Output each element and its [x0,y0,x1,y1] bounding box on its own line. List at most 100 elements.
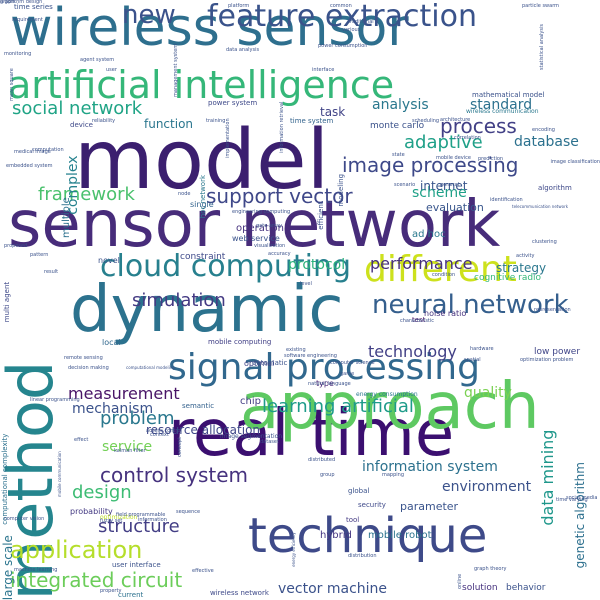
word-hardware: hardware [470,346,494,352]
word-social-media: social media [566,495,598,501]
word-dynamic: dynamic [70,273,344,347]
word-particle-swarm: particle swarm [522,3,560,9]
word-computational-complexity: computational complexity [1,433,9,525]
word-encoding: encoding [532,127,555,133]
word-multiple: multiple [61,197,72,238]
word-computer-science: computer science [330,360,375,366]
word-information-retrieval: information retrieval [279,101,285,153]
word-training: training [206,118,226,124]
word-wireless-communication: wireless communication [466,108,539,115]
word-analysis: analysis [372,97,429,113]
word-efficient: efficient [317,201,325,230]
word-different: different [364,249,517,290]
word-cognitive-radio: cognitive radio [474,273,542,283]
word-reliability: reliability [92,118,116,124]
word-image-classification: image classification [550,159,600,165]
word-model: model [74,113,330,208]
word-test: test [412,316,426,324]
word-noise-ratio: noise ratio [424,309,467,318]
word-scheme: scheme [412,185,467,201]
word-wireless-network: wireless network [210,589,269,597]
word-information-system: information system [362,459,498,475]
word-internet: internet [420,179,468,193]
word-mathematical-model: mathematical model [472,91,545,99]
word-energy-consumption: energy consumption [356,391,418,398]
word-pattern: pattern [30,252,49,258]
word-result: result [44,269,59,275]
word-tool: tool [346,516,360,524]
word-condition: condition [432,272,456,278]
word-technique: technique [248,508,488,564]
word-effective: effective [192,568,214,574]
word-common: common [330,3,352,9]
word-platform: platform [228,3,250,9]
word-wireless-sensor: wireless sensor [10,0,409,58]
word-automatic: automatic [252,359,288,367]
word-engineering-computing: engineering computing [232,209,291,215]
word-service: service [102,439,153,455]
word-accuracy: accuracy [268,251,291,257]
word-implementation: implementation [225,118,231,158]
word-distribution: distribution [348,553,377,559]
word-linear-programming: linear programming [30,397,80,403]
word-existing: existing [286,347,306,353]
word-evaluation: evaluation [426,201,484,214]
word-telecommunication-network: telecommunication network [512,204,569,209]
word-correlation: correlation [454,135,481,141]
word-activity: activity [516,253,535,259]
word-web-service: web service [232,234,280,243]
word-mobile-device: mobile device [436,155,471,161]
word-user-interface: user interface [112,561,161,569]
word-performance: performance [370,254,473,273]
word-control-system: control system [100,463,248,487]
word-constraint: constraint [180,252,226,262]
word-design: design [72,482,132,503]
word-computer-vision: computer vision [4,516,45,522]
word-scheduling: scheduling [412,118,440,124]
word-technology: technology [368,342,457,361]
word-energy-efficiency: energy efficiency [291,532,296,567]
word-clustering: clustering [532,239,557,245]
word-feature-extraction: feature extraction [207,0,477,34]
word-field-programmable: field programmable [116,512,166,518]
word-support-vector: support vector [206,184,353,208]
word-image-processing: image processing [342,153,519,177]
word-medical-image: medical image [14,149,51,155]
word-novel: novel [98,256,120,265]
word-monitoring: monitoring [4,51,32,57]
word-mobile-robot: mobile robot [368,530,432,541]
word-node: node [178,191,191,197]
word-information: information [138,517,167,523]
word-management-system: management system [173,43,179,97]
word-fuzzy-set: fuzzy set [100,518,123,524]
word-machine-learning: machine learning [14,567,58,573]
word-computational-modeling: computational modeling [126,365,175,370]
word-online: online [457,573,463,589]
word-signal-processing: signal processing [168,347,480,388]
word-gate-array: gate array [256,223,282,229]
word-measurement: measurement [68,384,180,403]
word-low-power: low power [534,347,581,357]
word-algorithm: algorithm [538,184,572,192]
word-group: group [320,472,335,478]
word-single: single [190,200,214,209]
word-adaptive: adaptive [404,132,483,153]
word-time-system: time system [290,117,334,125]
word-time-series: time series [14,3,53,11]
word-real-time: real time [168,397,455,471]
word-level: level [300,281,312,287]
word-operation: operation [236,223,285,234]
word-strategy: strategy [496,261,547,275]
word-game: game [340,371,355,377]
word-sequence: sequence [176,509,201,515]
word-parameter: parameter [400,500,459,513]
word-general: general [440,182,460,188]
word-quality: quality [464,385,512,401]
word-visualization: visualization [254,243,286,249]
word-statistical-analysis: statistical analysis [539,24,545,70]
word-kalman-filter: kalman filter [114,448,146,454]
word-social-network: social network [12,98,143,119]
word-task: task [320,105,346,119]
word-application: application [10,536,143,564]
word-agent-system: agent system [80,57,115,63]
